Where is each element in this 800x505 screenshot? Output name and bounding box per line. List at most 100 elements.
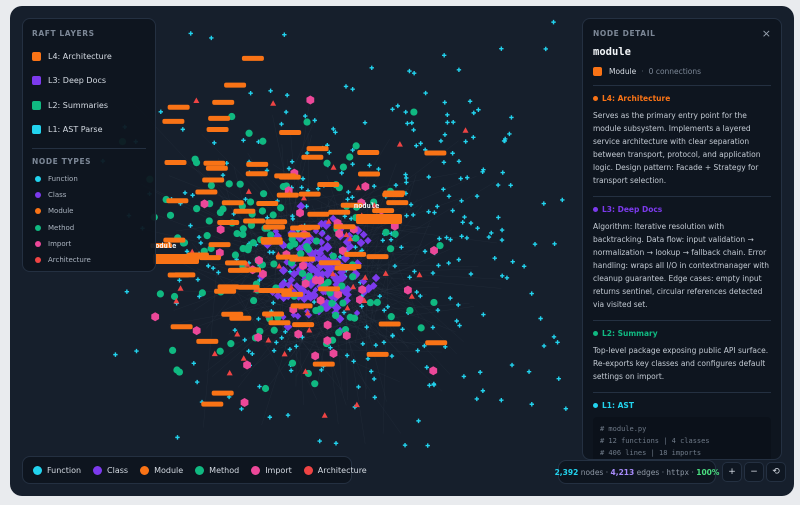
legend-dot: [195, 465, 205, 475]
close-button[interactable]: ×: [761, 27, 771, 40]
function-node: [286, 166, 292, 171]
method-node: [346, 313, 354, 321]
edge-count: 4,213: [610, 467, 635, 477]
function-node: [315, 186, 321, 191]
function-node: [319, 367, 324, 373]
type-label: Function: [48, 175, 78, 184]
function-node: [411, 212, 416, 218]
method-node: [250, 296, 258, 305]
module-node: [163, 237, 186, 243]
function-node: [532, 242, 538, 247]
architecture-node: [304, 309, 311, 316]
module-node: [279, 130, 302, 136]
method-node: [239, 230, 247, 239]
class-node: [295, 244, 305, 254]
function-node: [246, 348, 251, 354]
function-node: [377, 294, 383, 299]
function-node: [467, 99, 473, 104]
layer-item[interactable]: L2: Summaries: [32, 93, 146, 118]
class-node: [364, 236, 372, 245]
function-node: [376, 166, 381, 172]
function-node: [456, 302, 461, 308]
function-node: [345, 197, 350, 202]
function-node: [409, 120, 415, 126]
function-node: [435, 307, 441, 313]
function-node: [337, 254, 343, 260]
module-node: [241, 55, 264, 61]
function-node: [496, 215, 501, 220]
module-node: [312, 361, 335, 367]
function-node: [188, 223, 193, 228]
class-node: [304, 292, 313, 301]
method-node: [329, 252, 337, 260]
layer-item[interactable]: L3: Deep Docs: [32, 69, 146, 94]
import-node: [296, 208, 304, 218]
import-node: [215, 248, 224, 258]
label: nodes: [580, 467, 604, 477]
function-node: [369, 369, 374, 374]
method-node: [346, 153, 354, 161]
module-node: [356, 214, 402, 224]
function-node: [425, 443, 430, 448]
method-node: [366, 299, 374, 307]
edge: [374, 209, 420, 318]
module-node: [340, 202, 363, 208]
method-node: [156, 290, 164, 298]
class-node: [324, 242, 331, 249]
architecture-node: [240, 355, 247, 361]
function-node: [468, 220, 474, 226]
method-node: [305, 272, 313, 280]
edge: [368, 258, 379, 340]
function-node: [346, 189, 351, 195]
function-node: [158, 109, 163, 114]
function-node: [476, 107, 481, 112]
function-node: [475, 225, 480, 231]
function-node: [300, 176, 306, 181]
function-node: [507, 131, 512, 137]
layer-swatch: [32, 76, 41, 86]
function-node: [414, 289, 419, 295]
function-node: [369, 65, 374, 71]
class-node: [317, 238, 326, 247]
function-node: [468, 271, 474, 277]
type-dot: [35, 192, 41, 199]
section-dot: [593, 96, 598, 101]
module-node: [217, 220, 240, 226]
function-node: [424, 365, 430, 370]
module-node: [357, 149, 380, 155]
function-node: [552, 241, 557, 247]
function-node: [271, 348, 277, 353]
module-node: [162, 118, 185, 124]
function-node: [284, 92, 290, 98]
reset-button[interactable]: ⟲: [766, 462, 786, 482]
layer-item[interactable]: L1: AST Parse: [32, 118, 146, 143]
module-node: [318, 286, 341, 292]
function-node: [243, 197, 248, 202]
function-node: [463, 139, 468, 144]
architecture-node: [211, 350, 218, 357]
method-node: [288, 235, 296, 243]
zoom-in-button[interactable]: +: [722, 462, 742, 482]
function-node: [287, 347, 293, 352]
type-item: Function: [32, 171, 146, 187]
layer-item[interactable]: L4: Architecture: [32, 44, 146, 69]
edge: [251, 293, 286, 295]
function-node: [279, 335, 284, 340]
node-name: module: [593, 46, 631, 58]
function-node: [450, 151, 455, 156]
graph-canvas[interactable]: module module: [10, 6, 794, 496]
zoom: 100%: [696, 467, 720, 477]
function-node: [360, 341, 366, 347]
module-node: [276, 192, 299, 198]
legend-label: Function: [47, 465, 82, 475]
section-dot: [593, 331, 598, 336]
zoom-out-button[interactable]: −: [744, 462, 764, 482]
function-node: [239, 406, 244, 412]
module-node: [281, 291, 304, 297]
method-node: [277, 204, 285, 212]
function-node: [560, 197, 565, 203]
module-node: [195, 189, 218, 195]
edge: [279, 302, 398, 349]
class-node: [332, 275, 342, 286]
